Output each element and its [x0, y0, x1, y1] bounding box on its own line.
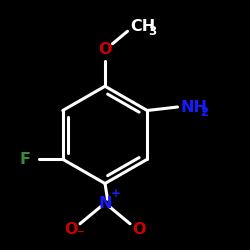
Text: F: F [20, 152, 30, 167]
Text: O: O [64, 222, 78, 238]
Text: +: + [111, 187, 121, 200]
Text: ⁻: ⁻ [77, 228, 85, 242]
Text: 3: 3 [148, 25, 156, 38]
Text: N: N [99, 196, 112, 210]
Text: NH: NH [180, 100, 207, 114]
Text: O: O [132, 222, 145, 238]
Text: CH: CH [130, 19, 155, 34]
Text: 2: 2 [200, 106, 208, 119]
Text: O: O [98, 42, 112, 58]
